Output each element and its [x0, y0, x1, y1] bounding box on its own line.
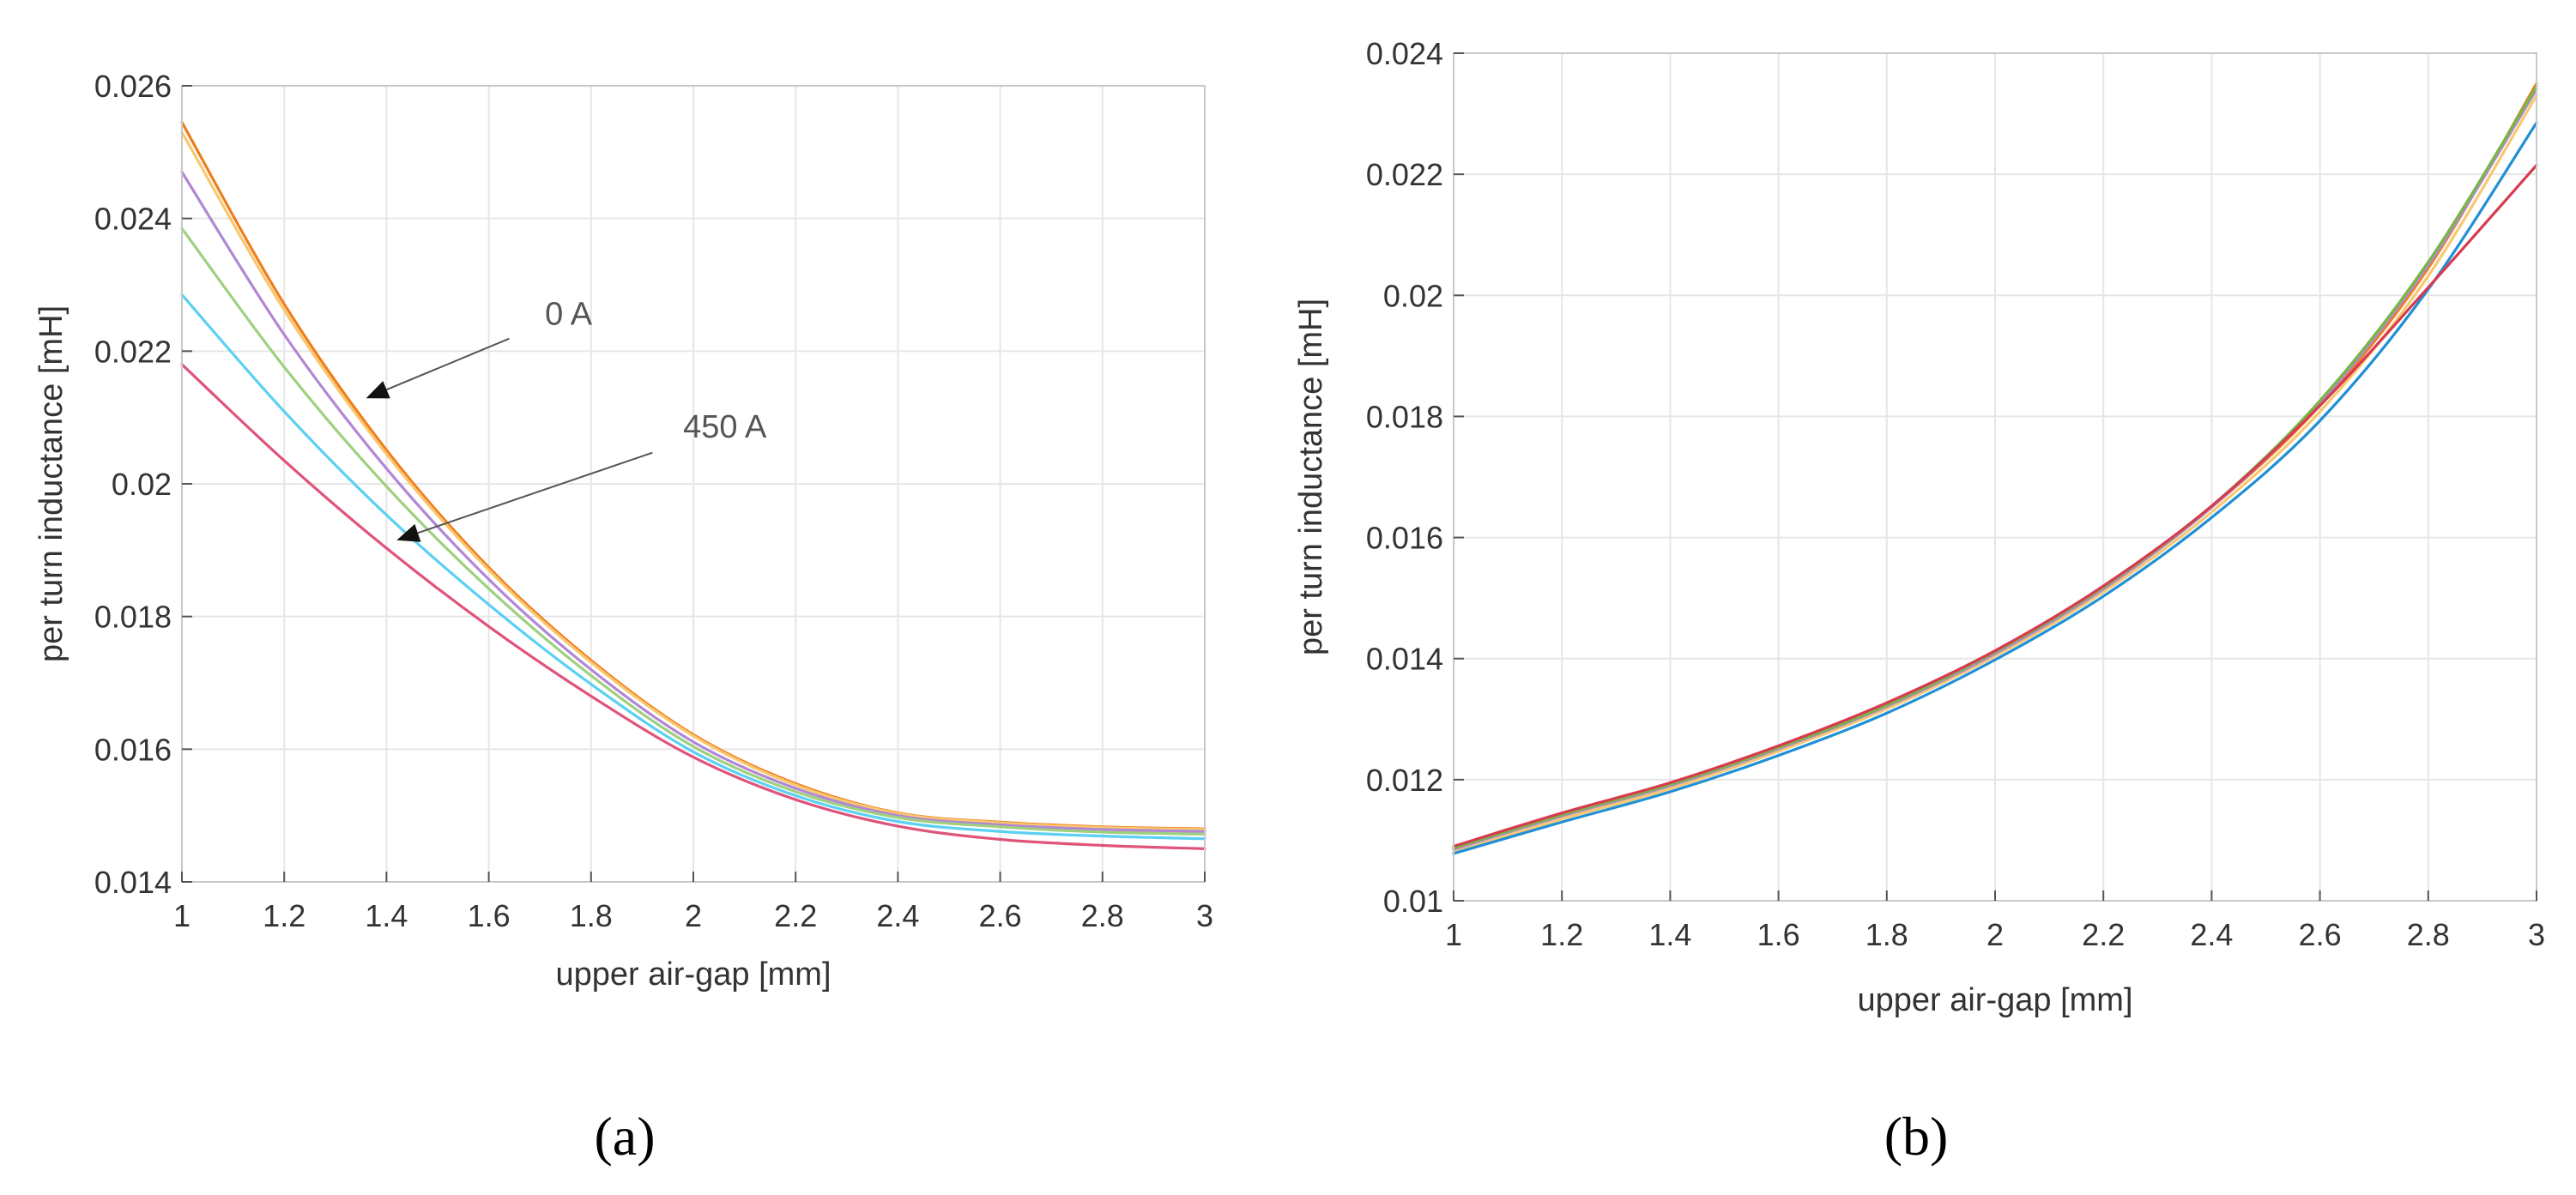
- chart-b-xlabel: upper air-gap [mm]: [1857, 982, 2132, 1018]
- chart-b-y-tick-label: 0.018: [1366, 399, 1443, 434]
- chart-a-y-tick-label: 0.024: [94, 202, 172, 237]
- chart-b-y-tick-label: 0.01: [1383, 884, 1443, 919]
- chart-b-y-tick-label: 0.016: [1366, 521, 1443, 556]
- chart-a: 1 1.2 1.4 1.6 1.8 2 2.2 2.4 2.6 2.8 3 0.0140.0160.…: [33, 69, 1213, 1167]
- chart-b-series-line-5: [1452, 121, 2538, 855]
- chart-a-y-tick-label: 0.02: [112, 467, 172, 502]
- chart-a-y-ticks: 0.014 0.016 0.018 0.02 0.022 0.024 0.026: [94, 69, 192, 900]
- chart-b-series: [1452, 81, 2538, 855]
- chart-a-series-line-5: [180, 293, 1206, 841]
- chart-b-x-tick-label: 2.2: [2082, 917, 2125, 952]
- chart-b-y-tick-label: 0.02: [1383, 278, 1443, 313]
- chart-a-annotation-arrow-head: [396, 523, 421, 542]
- chart-b-x-tick-label: 1.8: [1865, 917, 1908, 952]
- chart-b-ylabel: per turn inductance [mH]: [1293, 299, 1329, 655]
- chart-a-x-ticks: 1 1.2 1.4 1.6 1.8 2 2.2 2.4 2.6 2.8 3: [173, 872, 1213, 933]
- chart-a-y-tick-label: 0.026: [94, 69, 172, 104]
- chart-b-panel-letter: b: [1902, 1106, 1930, 1167]
- chart-a-annotation-label: 0 A: [545, 296, 593, 332]
- chart-a-x-tick-label: 2.4: [876, 898, 919, 933]
- chart-a-annotation-arrow-head: [366, 381, 390, 399]
- chart-a-annotation-label: 450 A: [683, 409, 767, 445]
- chart-a-y-tick-label: 0.016: [94, 732, 172, 767]
- chart-a-x-tick-label: 1: [173, 898, 190, 933]
- chart-a-x-tick-label: 1.8: [570, 898, 613, 933]
- chart-b-y-tick-label: 0.024: [1366, 36, 1443, 71]
- chart-a-series-line-4: [180, 226, 1206, 836]
- chart-a-panel-letter: a: [613, 1106, 637, 1167]
- chart-b-x-tick-label: 2.4: [2190, 917, 2233, 952]
- chart-a-x-tick-label: 3: [1196, 898, 1213, 933]
- chart-a-xlabel: upper air-gap [mm]: [555, 957, 831, 993]
- chart-b-x-tick-label: 3: [2528, 917, 2545, 952]
- chart-a-series: [180, 120, 1206, 850]
- chart-a-x-tick-label: 1.2: [263, 898, 305, 933]
- chart-a-series-line-2: [180, 130, 1206, 831]
- chart-b-panel-label: (b): [1884, 1106, 1949, 1167]
- chart-b-x-tick-label: 2: [1986, 917, 2004, 952]
- chart-a-annotation-arrow-line: [417, 451, 653, 534]
- chart-a-y-tick-label: 0.022: [94, 334, 172, 369]
- chart-a-ylabel: per turn inductance [mH]: [33, 305, 70, 662]
- chart-b-series-line-6: [1452, 163, 2538, 848]
- chart-b-y-tick-label: 0.012: [1366, 763, 1443, 798]
- chart-a-x-tick-label: 2.8: [1081, 898, 1124, 933]
- chart-b-y-tick-label: 0.014: [1366, 642, 1443, 677]
- chart-a-annotations: 0 A 450 A: [366, 296, 767, 542]
- chart-b-x-tick-label: 1.2: [1540, 917, 1583, 952]
- chart-b-x-ticks: 1 1.2 1.4 1.6 1.8 2 2.2 2.4 2.6 2.8 3: [1445, 890, 2545, 952]
- chart-b-y-tick-label: 0.022: [1366, 157, 1443, 192]
- chart-a-x-tick-label: 1.6: [468, 898, 511, 933]
- chart-b-x-tick-label: 1: [1445, 917, 1462, 952]
- chart-b-x-tick-label: 1.6: [1757, 917, 1800, 952]
- chart-a-y-tick-label: 0.014: [94, 865, 172, 900]
- chart-a-x-tick-label: 2.6: [979, 898, 1022, 933]
- chart-a-series-line-6: [180, 363, 1206, 850]
- chart-a-y-tick-label: 0.018: [94, 600, 172, 635]
- chart-a-series-line-3: [180, 170, 1206, 833]
- chart-b-x-tick-label: 2.8: [2407, 917, 2450, 952]
- chart-b-y-ticks: 0.01 0.012 0.014 0.016 0.018 0.02 0.022 0.024: [1366, 36, 1464, 919]
- chart-a-panel-label: (a): [594, 1106, 655, 1167]
- chart-a-x-tick-label: 1.4: [365, 898, 408, 933]
- chart-b-x-tick-label: 2.6: [2299, 917, 2342, 952]
- chart-b: 1 1.2 1.4 1.6 1.8 2 2.2 2.4 2.6 2.8 3 0.010.0120.0…: [1293, 36, 2545, 1167]
- chart-a-x-tick-label: 2.2: [774, 898, 817, 933]
- chart-a-x-tick-label: 2: [685, 898, 702, 933]
- chart-b-x-tick-label: 1.4: [1648, 917, 1691, 952]
- chart-a-annotation-arrow-line: [386, 337, 510, 391]
